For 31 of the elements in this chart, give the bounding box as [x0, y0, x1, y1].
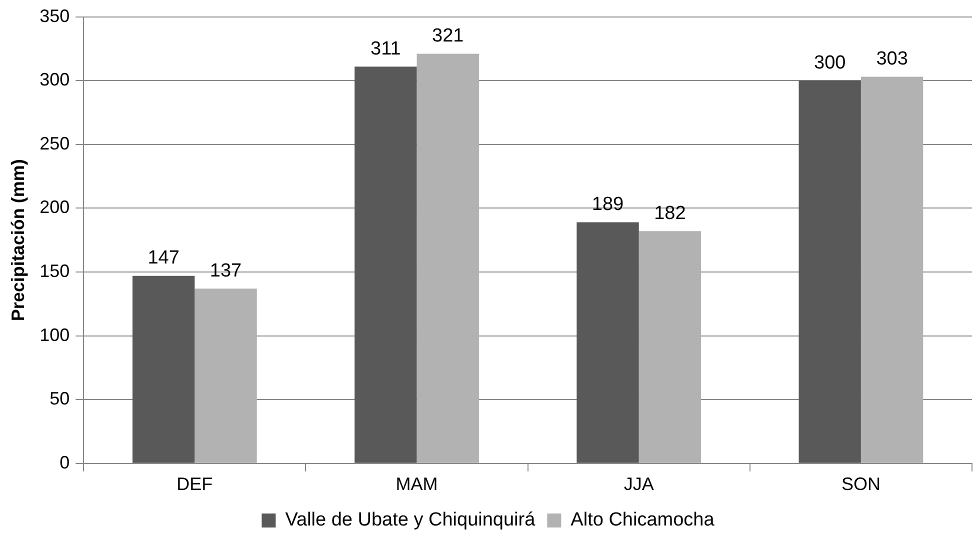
data-label: 300: [814, 52, 846, 74]
bar: [132, 276, 195, 463]
y-tick-label: 100: [40, 324, 70, 345]
x-tick-label: SON: [841, 474, 880, 494]
data-label: 311: [370, 38, 401, 60]
y-tick-label: 50: [50, 388, 70, 409]
data-label: 303: [876, 48, 908, 70]
y-tick-label: 0: [60, 452, 70, 472]
data-label: 321: [432, 26, 464, 47]
data-label: 182: [654, 202, 686, 224]
x-tick-label: DEF: [176, 474, 213, 494]
data-label: 137: [210, 260, 242, 282]
bar: [416, 54, 479, 463]
bar: [798, 80, 861, 463]
y-tick-label: 350: [40, 6, 70, 26]
legend-label: Alto Chicamocha: [570, 510, 715, 531]
y-axis-title: Precipitación (mm): [8, 159, 28, 322]
x-tick-label: MAM: [396, 474, 438, 494]
legend-label: Valle de Ubate y Chiquinquirá: [285, 510, 536, 531]
y-tick-label: 200: [40, 197, 70, 218]
data-label: 189: [592, 194, 624, 215]
bar: [354, 66, 417, 463]
bar: [576, 222, 639, 463]
y-tick-label: 150: [40, 260, 70, 281]
data-label: 147: [148, 248, 180, 269]
y-tick-label: 250: [40, 133, 70, 154]
bar: [194, 288, 257, 463]
bar: [860, 76, 924, 463]
x-tick-label: JJA: [624, 474, 654, 494]
y-tick-label: 300: [40, 70, 70, 90]
bar: [638, 231, 702, 463]
